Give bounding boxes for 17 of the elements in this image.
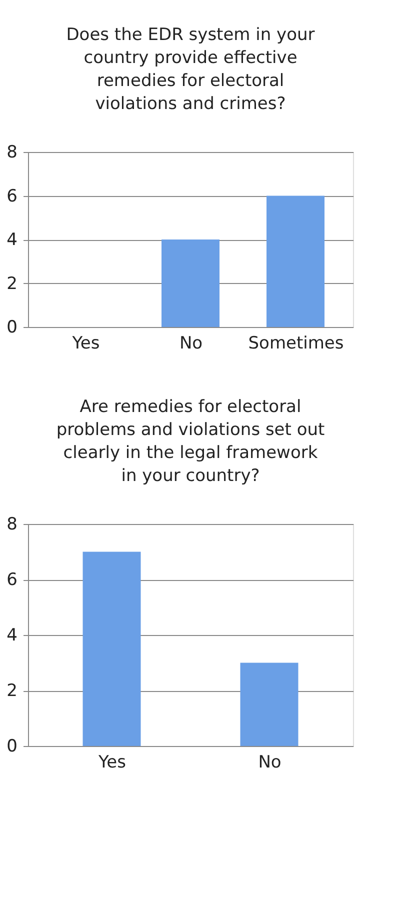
y-tick-label: 2 [6, 681, 18, 701]
y-tick-label: 4 [6, 230, 18, 250]
x-tick-label: Yes [71, 334, 100, 354]
x-tick-label: No [258, 752, 282, 772]
y-tick-label: 6 [6, 186, 18, 206]
y-tick-label: 0 [6, 318, 18, 338]
x-tick-label: Sometimes [248, 334, 344, 354]
chart-title: Does the EDR system in your country provide effective remedies for electoral violations and crimes? [66, 25, 315, 114]
y-tick-label: 4 [6, 626, 18, 646]
chart-title: Are remedies for electoral problems and violations set out clearly in the legal framework in your country? [56, 397, 326, 486]
y-tick-label: 6 [6, 570, 18, 590]
y-tick-label: 0 [6, 736, 18, 756]
y-tick-label: 2 [6, 274, 18, 294]
y-tick-label: 8 [6, 514, 18, 534]
x-tick-label: Yes [98, 752, 126, 772]
y-tick-label: 8 [6, 142, 18, 162]
x-tick-label: No [179, 334, 203, 354]
